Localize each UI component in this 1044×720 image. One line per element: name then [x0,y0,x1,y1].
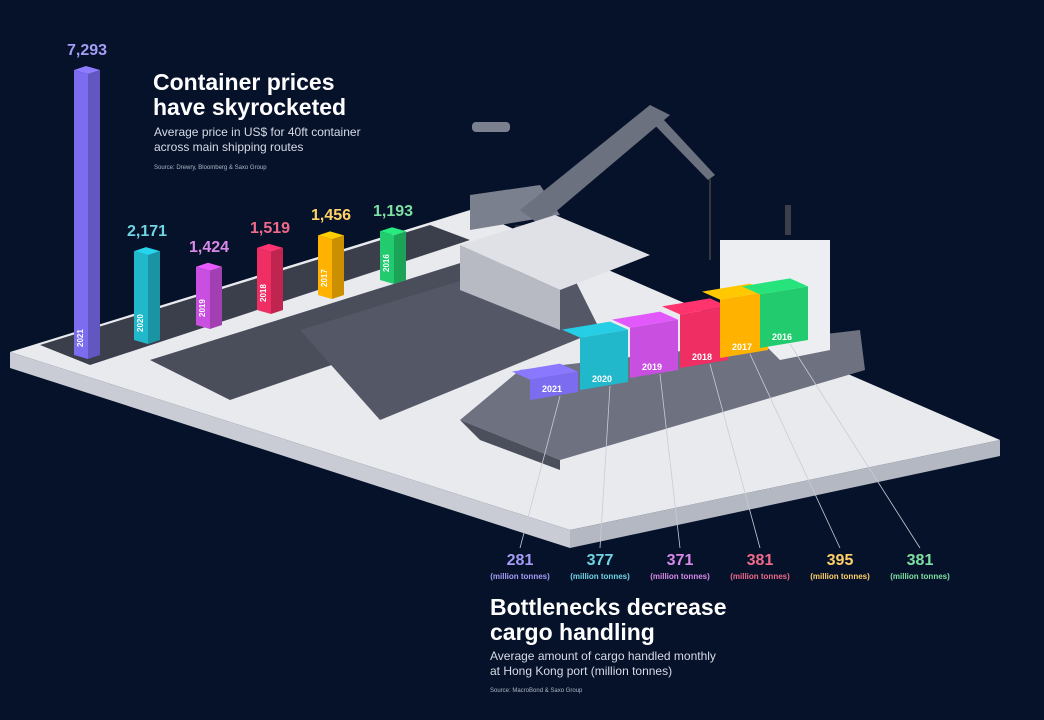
cargo-unit-label: (million tonnes) [730,572,790,581]
column-year-label: 2019 [198,299,207,317]
price-columns: 2021 2020 2019 2018 2017 2016 [74,66,406,359]
top-title: Container prices have skyrocketed [153,70,346,120]
bottom-title: Bottlenecks decrease cargo handling [490,595,727,645]
cargo-year-label: 2017 [732,342,752,352]
top-title-line1: Container prices [153,69,335,95]
cargo-value-label: 381 [746,552,774,569]
column-year-label: 2016 [382,254,391,272]
cargo-stack-2021: 2021 [512,363,578,400]
cargo-stack-2020: 2020 [562,321,628,390]
price-column-2018: 2018 [257,243,283,314]
price-column-2020: 2020 [134,247,160,344]
cargo-unit-label: (million tonnes) [650,572,710,581]
pointer-line [599,385,611,549]
cargo-value-label: 377 [586,552,614,569]
cargo-unit-label: (million tonnes) [810,572,870,581]
cargo-stack-2016: 2016 [742,278,808,348]
price-value-label: 1,519 [249,219,291,237]
warehouse [460,215,650,290]
bottom-subtitle-line1: Average amount of cargo handled monthly [490,649,716,663]
price-value-label: 1,424 [188,238,230,256]
price-value-label: 1,456 [310,207,352,225]
column-year-label: 2021 [76,329,85,347]
pointer-line [749,353,841,549]
crane [470,105,715,305]
bottom-title-line2: cargo handling [490,619,655,645]
pointer-line [789,343,921,549]
pointer-line [519,395,561,549]
cargo-value-label: 371 [666,552,694,569]
top-subtitle: Average price in US$ for 40ft container … [154,125,361,155]
cargo-year-label: 2018 [692,352,712,362]
bottom-subtitle: Average amount of cargo handled monthly … [490,649,716,679]
pointer-line [659,373,681,549]
cargo-unit-label: (million tonnes) [890,572,950,581]
column-year-label: 2018 [259,284,268,302]
cargo-value-label: 395 [826,552,854,569]
cargo-stack-2019: 2019 [612,311,678,378]
bottom-title-line1: Bottlenecks decrease [490,594,727,620]
top-subtitle-line1: Average price in US$ for 40ft container [154,125,361,139]
column-year-label: 2020 [136,314,145,332]
cargo-stack-2018: 2018 [662,298,728,368]
bottom-source: Source: MacroBond & Saxo Group [490,688,583,694]
cargo-value-label: 281 [506,552,534,569]
price-column-2016: 2016 [380,227,406,284]
cargo-unit-label: (million tonnes) [490,572,550,581]
top-source: Source: Drewry, Bloomberg & Saxo Group [154,165,267,171]
price-value-label: 7,293 [66,42,108,59]
cargo-year-label: 2019 [642,362,662,372]
top-title-line2: have skyrocketed [153,94,347,120]
top-subtitle-line2: across main shipping routes [154,140,304,154]
pointer-line [709,363,761,549]
column-year-label: 2017 [320,269,329,287]
price-value-label: 2,171 [126,223,168,241]
cargo-stacks: 2021 2020 2019 2018 2017 2016 [512,278,808,400]
cargo-year-label: 2020 [592,374,612,384]
cargo-year-label: 2021 [542,384,562,394]
cargo-unit-label: (million tonnes) [570,572,630,581]
price-column-2021: 2021 [74,66,100,359]
bottom-subtitle-line2: at Hong Kong port (million tonnes) [490,664,673,678]
pointer-lines [519,343,921,549]
cargo-value-label: 381 [906,552,934,569]
price-value-label: 1,193 [372,203,414,221]
price-column-2019: 2019 [196,262,222,329]
cargo-year-label: 2016 [772,332,792,342]
price-column-2017: 2017 [318,231,344,299]
